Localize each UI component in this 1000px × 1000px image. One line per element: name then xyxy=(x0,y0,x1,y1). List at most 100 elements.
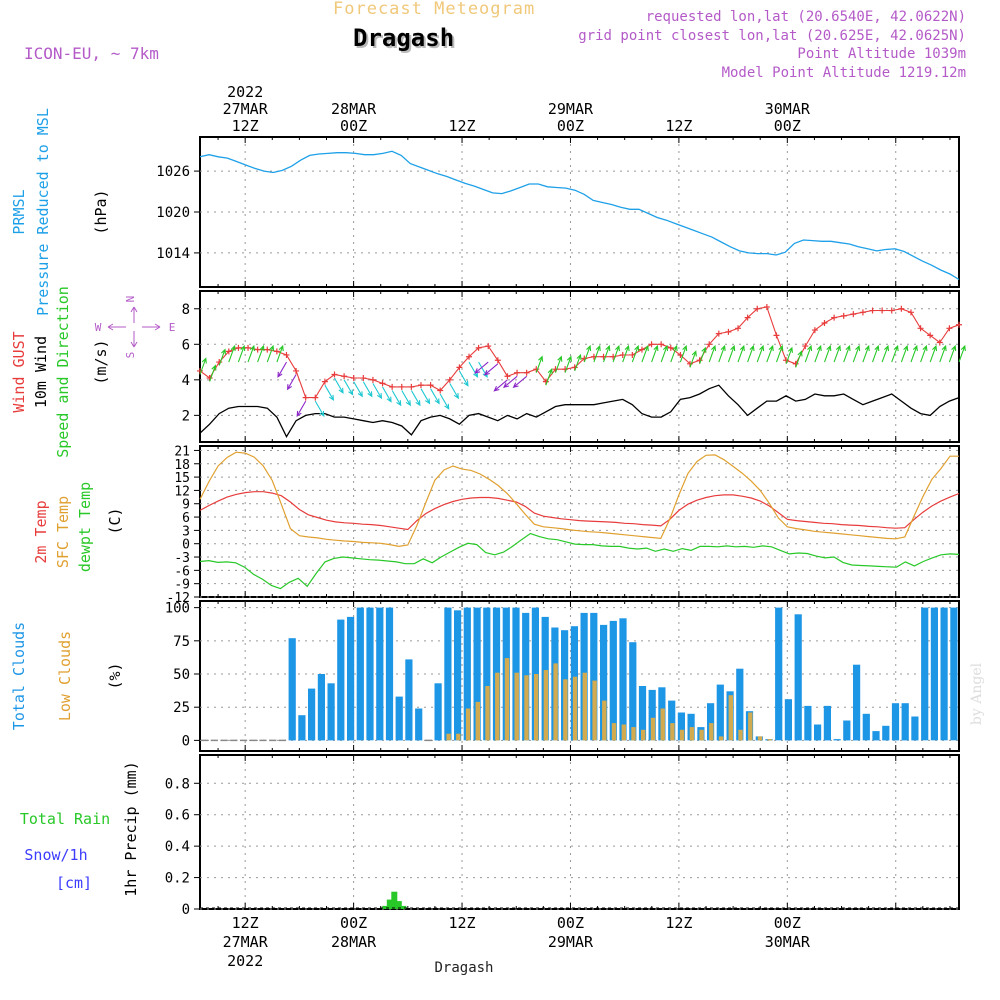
low-clouds-bar xyxy=(699,729,704,741)
total-clouds-bar xyxy=(687,713,695,741)
rain-bar xyxy=(391,891,398,909)
total-clouds-bar xyxy=(531,607,539,741)
gust-marker xyxy=(398,383,405,390)
rain-bar xyxy=(386,899,393,909)
wind-direction-arrow xyxy=(574,353,582,372)
wind-direction-arrow xyxy=(747,344,755,363)
total-clouds-bar xyxy=(707,703,715,741)
bottom-time-label: 30MAR xyxy=(765,933,811,951)
wind-direction-arrow xyxy=(727,344,736,363)
temperature-ytick-label: -6 xyxy=(174,564,190,579)
gust-marker xyxy=(879,307,886,314)
low-clouds-bar xyxy=(689,727,695,741)
wind-direction-arrow xyxy=(814,344,822,363)
clouds-panel-frame xyxy=(199,600,960,752)
sfc-temp-series-line xyxy=(199,451,959,548)
gust-marker xyxy=(744,314,751,321)
wind-direction-arrow xyxy=(651,344,659,363)
total-clouds-bar xyxy=(298,715,306,741)
gust-marker xyxy=(235,344,242,351)
compass-e: E xyxy=(169,321,176,334)
top-time-label: 00Z xyxy=(774,117,801,135)
top-time-label: 29MAR xyxy=(548,100,594,118)
bottom-time-label: 28MAR xyxy=(331,933,377,951)
compass-w: W xyxy=(95,321,102,334)
gust-marker xyxy=(350,375,357,382)
temperature-ytick-label: 0 xyxy=(182,538,190,553)
wind-direction-arrow xyxy=(468,361,479,378)
low-clouds-bar xyxy=(465,708,471,741)
wind-direction-arrow xyxy=(266,344,275,363)
wind-direction-arrow xyxy=(804,344,813,363)
gust-marker xyxy=(956,321,962,328)
wind-direction-arrow xyxy=(881,344,890,363)
wind-direction-arrow xyxy=(612,344,620,363)
low-clouds-bar xyxy=(514,672,519,741)
gust-marker xyxy=(821,319,828,326)
total-clouds-bar xyxy=(940,607,948,741)
pressure-series-line xyxy=(199,150,960,281)
low-clouds-bar xyxy=(485,686,490,741)
total-clouds-bar xyxy=(804,705,812,741)
gust-marker xyxy=(888,307,895,314)
product-title: Forecast Meteogram xyxy=(333,0,536,19)
wind-direction-arrow xyxy=(512,375,528,389)
temperature-panel-frame xyxy=(199,445,960,598)
precip-ytick-label: 0.2 xyxy=(165,871,190,887)
total-clouds-bar xyxy=(794,614,802,741)
precip-label-snow: Snow/1h xyxy=(24,846,87,864)
total-clouds-bar xyxy=(921,607,929,741)
total-clouds-bar xyxy=(823,705,831,741)
temperature-ytick-label: 12 xyxy=(174,484,190,499)
gust-marker xyxy=(725,328,732,335)
wind-direction-arrow xyxy=(593,344,601,363)
wind-direction-arrow xyxy=(314,400,325,418)
clouds-ylabel-low: Low Clouds xyxy=(56,631,74,721)
gust-marker xyxy=(754,305,761,312)
gust-marker xyxy=(802,343,809,350)
total-clouds-bar xyxy=(629,642,637,741)
rain-bar xyxy=(400,905,407,909)
bottom-time-label: 12Z xyxy=(448,914,475,932)
wind-direction-arrow xyxy=(439,393,450,410)
top-time-label: 12Z xyxy=(448,117,475,135)
wind-direction-arrow xyxy=(474,361,489,374)
gust-marker xyxy=(504,373,511,380)
gust-marker xyxy=(907,309,914,316)
total-clouds-bar xyxy=(853,664,861,741)
dewpt-series-line xyxy=(199,532,960,590)
bottom-time-label: 27MAR xyxy=(223,933,269,951)
wind-direction-arrow xyxy=(362,381,373,398)
gust-marker xyxy=(466,353,473,360)
wind-direction-arrow xyxy=(209,364,217,382)
low-clouds-bar xyxy=(670,723,675,741)
credit-watermark: by Angel xyxy=(969,662,985,725)
total-clouds-bar xyxy=(454,610,462,741)
gust-marker xyxy=(542,378,549,385)
gust-marker xyxy=(706,341,713,348)
temperature-ytick-label: 18 xyxy=(174,458,190,473)
clouds-ylabel-total: Total Clouds xyxy=(10,622,28,730)
bottom-time-label: 29MAR xyxy=(548,933,594,951)
temperature-ytick-label: -3 xyxy=(174,551,190,566)
wind-direction-arrow xyxy=(958,344,966,363)
total-clouds-bar xyxy=(911,716,919,741)
total-clouds-bar xyxy=(638,686,647,741)
gust-marker xyxy=(850,311,857,318)
low-clouds-bar xyxy=(563,679,568,741)
gust-marker xyxy=(936,339,943,346)
wind-direction-arrow xyxy=(622,344,630,363)
wind-panel-frame xyxy=(199,290,960,443)
gust-marker xyxy=(735,325,742,332)
low-clouds-bar xyxy=(709,723,714,741)
gust-marker xyxy=(773,332,780,339)
total-clouds-bar xyxy=(473,607,481,741)
total-clouds-bar xyxy=(483,607,491,741)
low-clouds-bar xyxy=(611,723,617,741)
temp-ylabel-sfc: SFC Temp xyxy=(54,496,72,568)
clouds-ytick-label: 25 xyxy=(173,700,190,716)
total-clouds-bar xyxy=(814,724,822,741)
wind-direction-arrow xyxy=(871,344,880,363)
total-clouds-bar xyxy=(775,607,783,741)
